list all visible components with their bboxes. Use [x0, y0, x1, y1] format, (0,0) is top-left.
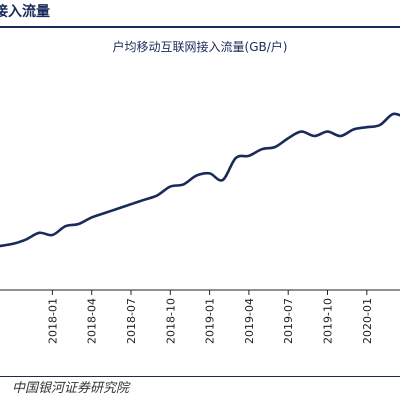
footer-divider [0, 376, 400, 377]
x-tick-label-2019-10: 2019-10 [322, 298, 335, 344]
x-tick-label-2019-04: 2019-04 [243, 298, 256, 344]
header-title: 接入流量 [0, 4, 50, 20]
x-tick-label-2018-04: 2018-04 [86, 298, 99, 344]
series-line-0 [0, 112, 400, 248]
x-axis-ticks: 2018-01 2018-04 2018-07 2018-10 2019-01 2019-… [46, 290, 374, 344]
x-tick-label-2018-01: 2018-01 [46, 298, 59, 344]
chart-series [0, 112, 400, 248]
x-tick-label-2020-01: 2020-01 [361, 298, 374, 344]
chart-title: 户均移动互联网接入流量(GB/户) [113, 39, 288, 54]
x-tick-label-2019-01: 2019-01 [204, 298, 217, 344]
source-note: 中国银河证券研究院 [12, 381, 130, 396]
header-divider [0, 26, 400, 28]
x-tick-label-2019-07: 2019-07 [282, 298, 295, 344]
x-tick-label-2018-07: 2018-07 [125, 298, 138, 344]
x-tick-label-2018-10: 2018-10 [164, 298, 177, 344]
